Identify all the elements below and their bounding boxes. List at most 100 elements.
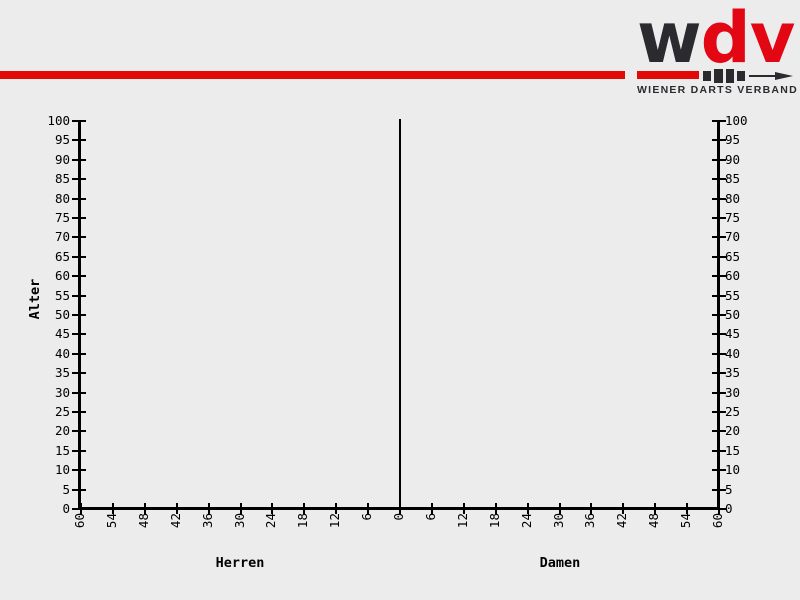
y-tick-label-left: 40: [54, 345, 70, 361]
y-axis-tick-right: [712, 333, 726, 336]
y-tick-label-right: 50: [725, 307, 741, 322]
header-red-stripe: [0, 71, 625, 79]
y-axis-tick-left: [72, 139, 86, 142]
y-axis-tick-left: [72, 236, 86, 239]
logo-letter-v: v: [749, 0, 796, 79]
y-axis-tick-left: [72, 391, 86, 394]
y-axis-tick-left: [72, 469, 86, 472]
x-tick-label: 48: [135, 513, 151, 529]
y-axis-tick-left: [72, 217, 86, 219]
y-axis-tick-right: [712, 197, 726, 200]
x-tick-label: 18: [486, 513, 502, 529]
y-axis-tick-right: [712, 314, 726, 316]
x-axis-tick: [494, 503, 497, 514]
y-axis-tick-left: [72, 178, 86, 181]
x-axis-tick: [335, 503, 338, 514]
y-axis-tick-left: [72, 197, 86, 200]
x-tick-label: 12: [327, 513, 343, 529]
logo-tagline: WIENER DARTS VERBAND: [637, 84, 798, 96]
y-axis-tick-left: [72, 120, 86, 122]
y-tick-label-left: 90: [54, 151, 70, 167]
y-tick-label-left: 15: [54, 442, 70, 458]
logo-letter-w: w: [637, 0, 702, 79]
y-tick-label-left: 70: [54, 229, 70, 245]
x-tick-label: 30: [231, 513, 247, 529]
y-tick-label-right: 40: [725, 345, 741, 361]
x-axis-tick: [239, 503, 242, 514]
x-axis-tick: [303, 503, 306, 514]
dart-icon: [630, 0, 800, 83]
x-axis-tick: [111, 503, 114, 514]
dart-point-arrow: [775, 72, 793, 80]
dart-shaft: [637, 71, 699, 79]
y-tick-label-right: 60: [725, 268, 741, 284]
y-axis-tick-left: [72, 488, 86, 491]
herren-section-label: Herren: [215, 555, 265, 571]
y-tick-label-right: 80: [725, 190, 741, 206]
x-axis-tick: [558, 503, 561, 514]
y-tick-label-left: 0: [62, 501, 70, 516]
x-tick-label: 36: [199, 513, 215, 529]
x-axis-tick: [622, 503, 625, 514]
y-tick-label-left: 25: [54, 404, 70, 419]
x-tick-label: 54: [678, 513, 694, 529]
y-tick-label-left: 95: [54, 132, 70, 148]
y-tick-label-left: 30: [54, 384, 70, 400]
y-tick-label-right: 100: [725, 113, 748, 128]
x-tick-label: 42: [167, 513, 183, 529]
y-tick-label-right: 55: [725, 287, 741, 303]
y-tick-label-right: 75: [725, 210, 741, 225]
x-axis-tick: [654, 503, 657, 514]
y-axis-tick-right: [712, 449, 726, 452]
y-tick-label-right: 85: [725, 171, 741, 187]
y-axis-tick-right: [712, 178, 726, 181]
y-axis-tick-left: [72, 158, 86, 161]
x-axis-tick: [686, 503, 689, 514]
y-tick-label-right: 30: [725, 384, 741, 400]
y-axis-tick-right: [712, 275, 726, 278]
y-axis-tick-left: [72, 314, 86, 316]
y-axis-tick-left: [72, 333, 86, 336]
y-axis-tick-right: [712, 352, 726, 355]
x-axis-tick: [526, 503, 529, 514]
y-axis-tick-left: [72, 449, 86, 452]
y-axis-tick-left: [72, 352, 86, 355]
y-axis-tick-right: [712, 411, 726, 413]
y-tick-label-left: 45: [54, 326, 70, 342]
y-axis-tick-left: [72, 255, 86, 258]
y-axis-tick-right: [712, 236, 726, 239]
x-tick-label: 24: [518, 513, 534, 529]
damen-section-label: Damen: [539, 555, 581, 571]
y-tick-label-right: 70: [725, 229, 741, 245]
logo-letter-d: d: [700, 0, 751, 79]
y-tick-label-left: 60: [54, 268, 70, 284]
y-tick-label-right: 0: [725, 501, 733, 516]
x-axis-tick: [430, 503, 433, 514]
y-axis-tick-left: [72, 294, 86, 297]
y-tick-label-right: 90: [725, 151, 741, 167]
x-tick-label: 60: [710, 513, 725, 529]
y-axis-tick-right: [712, 391, 726, 394]
x-axis-tick: [462, 503, 465, 514]
y-axis-tick-left: [72, 430, 86, 433]
y-tick-label-right: 45: [725, 326, 741, 342]
y-tick-label-left: 80: [54, 190, 70, 206]
y-axis-tick-right: [712, 120, 726, 122]
x-tick-label: 60: [72, 513, 87, 529]
y-axis-tick-right: [712, 217, 726, 219]
y-tick-label-left: 85: [54, 171, 70, 187]
y-tick-label-left: 75: [54, 210, 70, 225]
y-tick-label-right: 10: [725, 462, 741, 478]
y-tick-label-right: 35: [725, 365, 741, 381]
dart-flight-block: [726, 69, 734, 83]
x-axis-tick: [80, 503, 82, 514]
y-tick-label-left: 100: [47, 113, 70, 128]
wdv-logo: wdv WIENER DARTS VERBAND: [630, 0, 800, 105]
y-axis-tick-left: [72, 275, 86, 278]
x-axis-tick: [718, 503, 720, 514]
x-tick-label: 0: [391, 513, 406, 521]
y-tick-label-left: 35: [54, 365, 70, 381]
y-axis-tick-left: [72, 411, 86, 413]
x-axis-tick: [143, 503, 146, 514]
x-tick-label: 54: [103, 513, 119, 529]
